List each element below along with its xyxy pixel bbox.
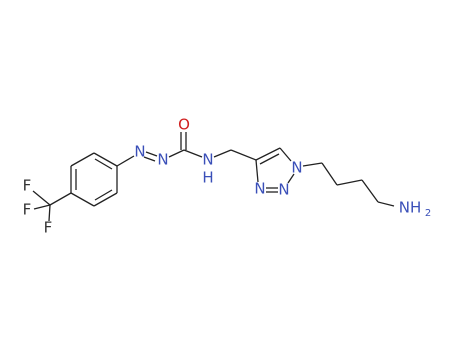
bond xyxy=(49,192,72,206)
bond xyxy=(183,149,203,158)
bond xyxy=(336,179,363,186)
atom-label: N xyxy=(202,151,213,169)
bond xyxy=(48,204,51,222)
bond xyxy=(255,159,259,183)
bond xyxy=(143,156,156,162)
bond xyxy=(377,201,395,207)
atom-label: F xyxy=(44,219,53,237)
atom-label: F xyxy=(23,201,32,219)
bond xyxy=(32,190,51,206)
bond xyxy=(94,158,113,170)
bond xyxy=(94,189,113,201)
bond xyxy=(259,153,280,165)
atom-label: N xyxy=(157,151,168,169)
bond xyxy=(168,149,185,158)
bond xyxy=(93,192,118,207)
atom-label: N xyxy=(254,180,265,198)
bond xyxy=(93,152,118,167)
atom-label: N xyxy=(134,143,145,161)
atom-label: O xyxy=(178,116,190,134)
bonds xyxy=(32,132,395,222)
atom-label: N xyxy=(278,181,289,199)
bond xyxy=(70,192,95,207)
bond xyxy=(302,162,323,167)
bond xyxy=(33,204,51,210)
bond xyxy=(321,162,338,186)
atom-label: H xyxy=(202,169,213,187)
bond xyxy=(70,152,95,167)
atom-label: F xyxy=(23,177,32,195)
bond xyxy=(255,147,281,161)
bond xyxy=(145,151,158,157)
atom-label: N xyxy=(291,159,302,177)
bond xyxy=(361,179,379,203)
bond xyxy=(287,173,295,184)
bond xyxy=(279,147,292,162)
atom-subscript: 2 xyxy=(425,208,431,219)
atom-label: NH xyxy=(399,199,422,217)
atom-labels: F F F N N O N H N N N NH 2 xyxy=(23,116,432,237)
bond xyxy=(116,155,135,167)
bond xyxy=(230,149,257,161)
bond xyxy=(213,149,232,158)
